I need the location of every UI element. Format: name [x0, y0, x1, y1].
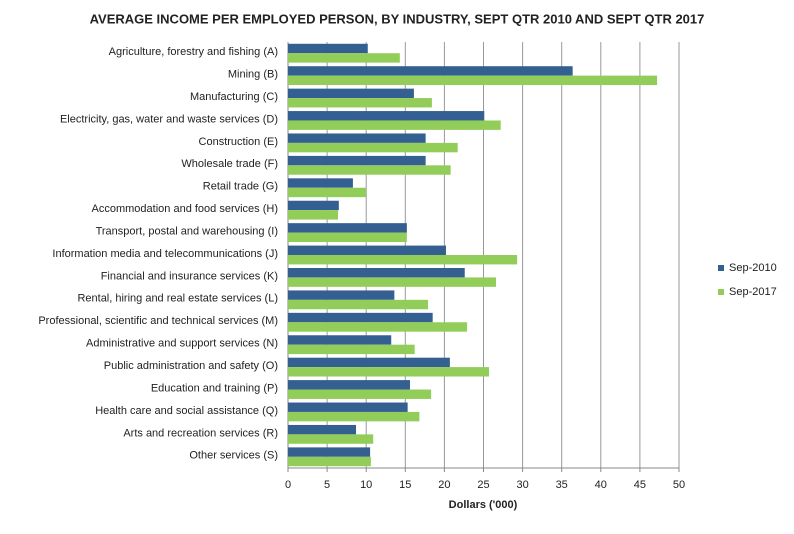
bar	[288, 290, 395, 300]
y-tick-label: Professional, scientific and technical s…	[38, 315, 278, 327]
bar	[288, 344, 415, 355]
bar	[288, 88, 414, 99]
y-tick-label: Public administration and safety (O)	[104, 360, 278, 372]
x-tick-label: 40	[595, 479, 607, 491]
legend-label: Sep-2010	[729, 262, 777, 274]
x-tick-label: 35	[556, 479, 568, 491]
bar	[288, 142, 458, 153]
bar	[288, 111, 485, 121]
x-tick-label: 0	[285, 479, 291, 491]
x-tick-label: 15	[399, 479, 411, 491]
chart-title: AVERAGE INCOME PER EMPLOYED PERSON, BY I…	[90, 11, 705, 26]
y-tick-label: Education and training (P)	[151, 382, 278, 394]
x-tick-label: 20	[438, 479, 450, 491]
legend-swatch	[718, 265, 724, 271]
bar	[288, 187, 367, 198]
y-tick-label: Construction (E)	[199, 136, 278, 148]
bar	[288, 245, 446, 255]
bar	[288, 165, 451, 175]
y-tick-label: Manufacturing (C)	[190, 91, 278, 103]
bar	[288, 98, 432, 108]
bar	[288, 447, 371, 457]
bar	[288, 357, 450, 368]
y-tick-label: Information media and telecommunications…	[52, 248, 278, 260]
x-tick-label: 50	[673, 479, 685, 491]
bar	[288, 223, 407, 233]
y-tick-label: Health care and social assistance (Q)	[95, 405, 278, 417]
bar	[288, 322, 468, 332]
bar	[288, 53, 400, 63]
x-axis-label: Dollars ('000)	[449, 499, 518, 511]
bar	[288, 155, 426, 166]
x-tick-label: 25	[477, 479, 489, 491]
y-tick-label: Mining (B)	[228, 69, 278, 81]
bar	[288, 43, 368, 54]
y-tick-label: Retail trade (G)	[203, 181, 278, 193]
y-tick-label: Financial and insurance services (K)	[101, 270, 278, 282]
y-tick-label: Arts and recreation services (R)	[123, 427, 278, 439]
y-tick-label: Electricity, gas, water and waste servic…	[60, 113, 278, 125]
bar	[288, 434, 374, 444]
y-tick-label: Accommodation and food services (H)	[92, 203, 278, 215]
bar	[288, 380, 410, 390]
x-tick-label: 5	[324, 479, 330, 491]
bar	[288, 200, 339, 211]
y-tick-label: Rental, hiring and real estate services …	[77, 293, 278, 305]
x-tick-label: 45	[634, 479, 646, 491]
bar	[288, 424, 357, 435]
bar	[288, 120, 501, 130]
bar	[288, 210, 339, 220]
y-tick-label: Agriculture, forestry and fishing (A)	[109, 46, 278, 58]
y-tick-label: Administrative and support services (N)	[86, 338, 278, 350]
y-tick-label: Wholesale trade (F)	[181, 158, 278, 170]
bar	[288, 268, 465, 278]
x-tick-label: 10	[360, 479, 372, 491]
bar	[288, 277, 497, 287]
bar	[288, 255, 518, 265]
bar	[288, 456, 371, 467]
legend-label: Sep-2017	[729, 286, 777, 298]
bar	[288, 299, 428, 310]
bar	[288, 367, 489, 377]
bar	[288, 389, 432, 399]
bar	[288, 178, 353, 188]
bar	[288, 312, 433, 323]
bar	[288, 411, 420, 422]
y-tick-label: Other services (S)	[189, 450, 278, 462]
bar	[288, 232, 407, 242]
bar	[288, 335, 392, 345]
x-tick-label: 30	[516, 479, 528, 491]
bar	[288, 66, 573, 76]
bar	[288, 133, 426, 143]
bar	[288, 75, 658, 86]
bar	[288, 402, 408, 412]
legend-swatch	[718, 289, 724, 295]
y-tick-label: Transport, postal and warehousing (I)	[96, 225, 278, 237]
